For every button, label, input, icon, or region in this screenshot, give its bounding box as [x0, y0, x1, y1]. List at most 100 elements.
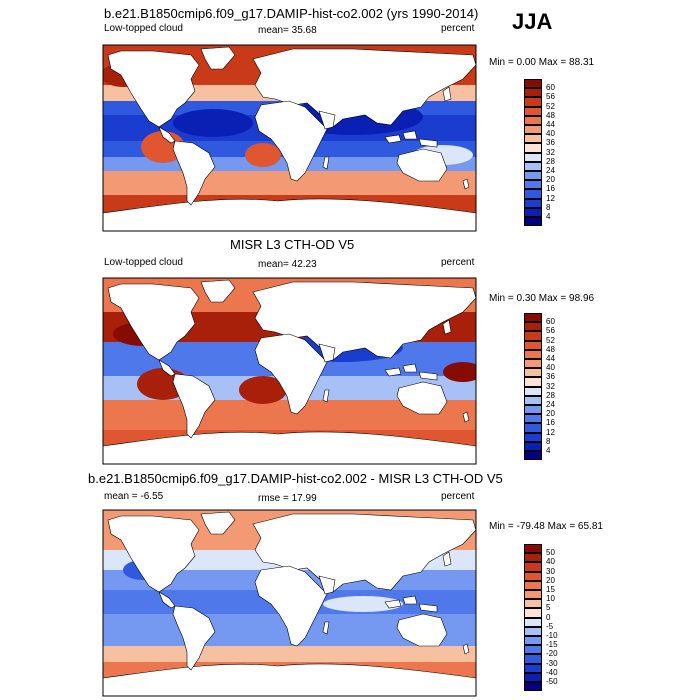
colorbar-tick-label: -50	[546, 677, 558, 686]
colorbar-swatch	[524, 414, 542, 424]
colorbar-swatch	[524, 682, 542, 692]
colorbar-swatch	[524, 331, 542, 341]
colorbar-tick-label: 8	[546, 202, 551, 212]
colorbar-swatch	[524, 626, 542, 636]
colorbar-tick-label: 36	[546, 138, 555, 148]
panel3-colorbar: 50 40 30 20 15 10 5 0 -5 -10 -15 -20 -30 -40 -50	[524, 544, 584, 692]
panel3-title: b.e21.B1850cmip6.f09_g17.DAMIP-hist-co2.…	[88, 471, 503, 486]
colorbar-tick-label: 0	[546, 612, 551, 622]
colorbar-tick-label: -15	[546, 640, 558, 650]
colorbar-swatch	[524, 590, 542, 600]
panel3-minmax-label: Min = -79.48 Max = 65.81	[489, 521, 603, 532]
colorbar-swatch	[524, 441, 542, 451]
colorbar-tick-label: 44	[546, 354, 555, 363]
colorbar-tick-label: 32	[546, 147, 555, 157]
colorbar-swatch	[524, 97, 542, 107]
colorbar-swatch	[524, 322, 542, 332]
colorbar-tick-label: 48	[546, 110, 555, 120]
colorbar-swatch	[524, 544, 542, 554]
colorbar-swatch	[524, 395, 542, 405]
panel2-minmax-label: Min = 0.30 Max = 98.96	[489, 293, 595, 304]
colorbar-tick-label: 4	[546, 212, 551, 221]
colorbar-swatch	[524, 562, 542, 572]
colorbar-tick-label: 16	[546, 418, 555, 428]
panel2-colorbar: 60 56 52 48 44 40 36 32 28 24 20 16 12 8 4	[524, 313, 584, 461]
colorbar-tick-label: 15	[546, 585, 555, 594]
season-label: JJA	[512, 9, 553, 34]
panel3-map	[103, 510, 476, 696]
colorbar-tick-label: -5	[546, 621, 554, 631]
colorbar-swatch	[524, 580, 542, 590]
colorbar-swatch	[524, 636, 542, 646]
colorbar-swatch	[524, 349, 542, 359]
colorbar-tick-label: 4	[546, 446, 551, 455]
colorbar-tick-label: 40	[546, 363, 555, 373]
panel2-units-label: percent	[441, 257, 475, 268]
panel3-map-border	[102, 509, 477, 697]
colorbar-tick-label: 32	[546, 381, 555, 391]
colorbar-tick-label: 20	[546, 575, 555, 585]
colorbar-tick-label: 52	[546, 335, 555, 345]
colorbar-tick-label: 56	[546, 92, 555, 102]
colorbar-swatch	[524, 599, 542, 609]
colorbar-tick-label: 28	[546, 156, 555, 166]
colorbar-tick-label: 56	[546, 326, 555, 336]
panel1-mean-label: mean= 35.68	[258, 25, 317, 36]
panel1-colorbar: 60 56 52 48 44 40 36 32 28 24 20 16 12 8 4	[524, 79, 584, 227]
colorbar-swatch	[524, 79, 542, 89]
colorbar-tick-label: -10	[546, 631, 558, 640]
colorbar-tick-label: 40	[546, 129, 555, 139]
colorbar-swatch	[524, 115, 542, 125]
colorbar-swatch	[524, 377, 542, 387]
colorbar-tick-label: 44	[546, 120, 555, 129]
panel3-units-label: percent	[441, 491, 475, 502]
colorbar-tick-label: 20	[546, 409, 555, 419]
colorbar-swatch	[524, 359, 542, 369]
colorbar-swatch	[524, 386, 542, 396]
colorbar-swatch	[524, 645, 542, 655]
colorbar-swatch	[524, 88, 542, 98]
panel1-map-border	[102, 44, 477, 232]
colorbar-swatch	[524, 152, 542, 162]
colorbar-swatch	[524, 198, 542, 208]
colorbar-tick-label: 8	[546, 436, 551, 446]
colorbar-tick-label: 24	[546, 166, 555, 175]
colorbar-swatch	[524, 608, 542, 618]
colorbar-tick-label: 52	[546, 101, 555, 111]
colorbar-swatch	[524, 617, 542, 627]
colorbar-tick-label: 20	[546, 175, 555, 185]
panel2-mean-label: mean= 42.23	[258, 259, 317, 270]
panel1-title: b.e21.B1850cmip6.f09_g17.DAMIP-hist-co2.…	[104, 6, 479, 21]
colorbar-swatch	[524, 405, 542, 415]
colorbar-tick-label: -40	[546, 667, 558, 677]
panel1-minmax-label: Min = 0.00 Max = 88.31	[489, 57, 595, 68]
colorbar-swatch	[524, 423, 542, 433]
colorbar-swatch	[524, 672, 542, 682]
colorbar-swatch	[524, 180, 542, 190]
colorbar-tick-label: 50	[546, 548, 555, 558]
colorbar-swatch	[524, 553, 542, 563]
colorbar-tick-label: 60	[546, 83, 555, 93]
colorbar-swatch	[524, 654, 542, 664]
colorbar-swatch	[524, 340, 542, 350]
panel2-variable-label: Low-topped cloud	[104, 257, 183, 268]
panel2-title: MISR L3 CTH-OD V5	[230, 237, 355, 252]
colorbar-swatch	[524, 432, 542, 442]
colorbar-tick-label: 16	[546, 184, 555, 194]
colorbar-tick-label: 36	[546, 372, 555, 382]
colorbar-swatch	[524, 143, 542, 153]
panel1-units-label: percent	[441, 23, 475, 34]
colorbar-swatch	[524, 134, 542, 144]
panel3-mean-label: mean = -6.55	[104, 491, 164, 502]
colorbar-tick-label: 5	[546, 603, 551, 613]
colorbar-tick-label: 24	[546, 400, 555, 409]
colorbar-tick-label: 30	[546, 566, 555, 576]
colorbar-swatch	[524, 161, 542, 171]
colorbar-swatch	[524, 189, 542, 199]
colorbar-tick-label: 12	[546, 193, 555, 203]
colorbar-tick-label: 40	[546, 557, 555, 567]
panel3-rmse-label: rmse = 17.99	[258, 493, 317, 504]
panel2-map-border	[102, 277, 477, 465]
colorbar-swatch	[524, 313, 542, 323]
